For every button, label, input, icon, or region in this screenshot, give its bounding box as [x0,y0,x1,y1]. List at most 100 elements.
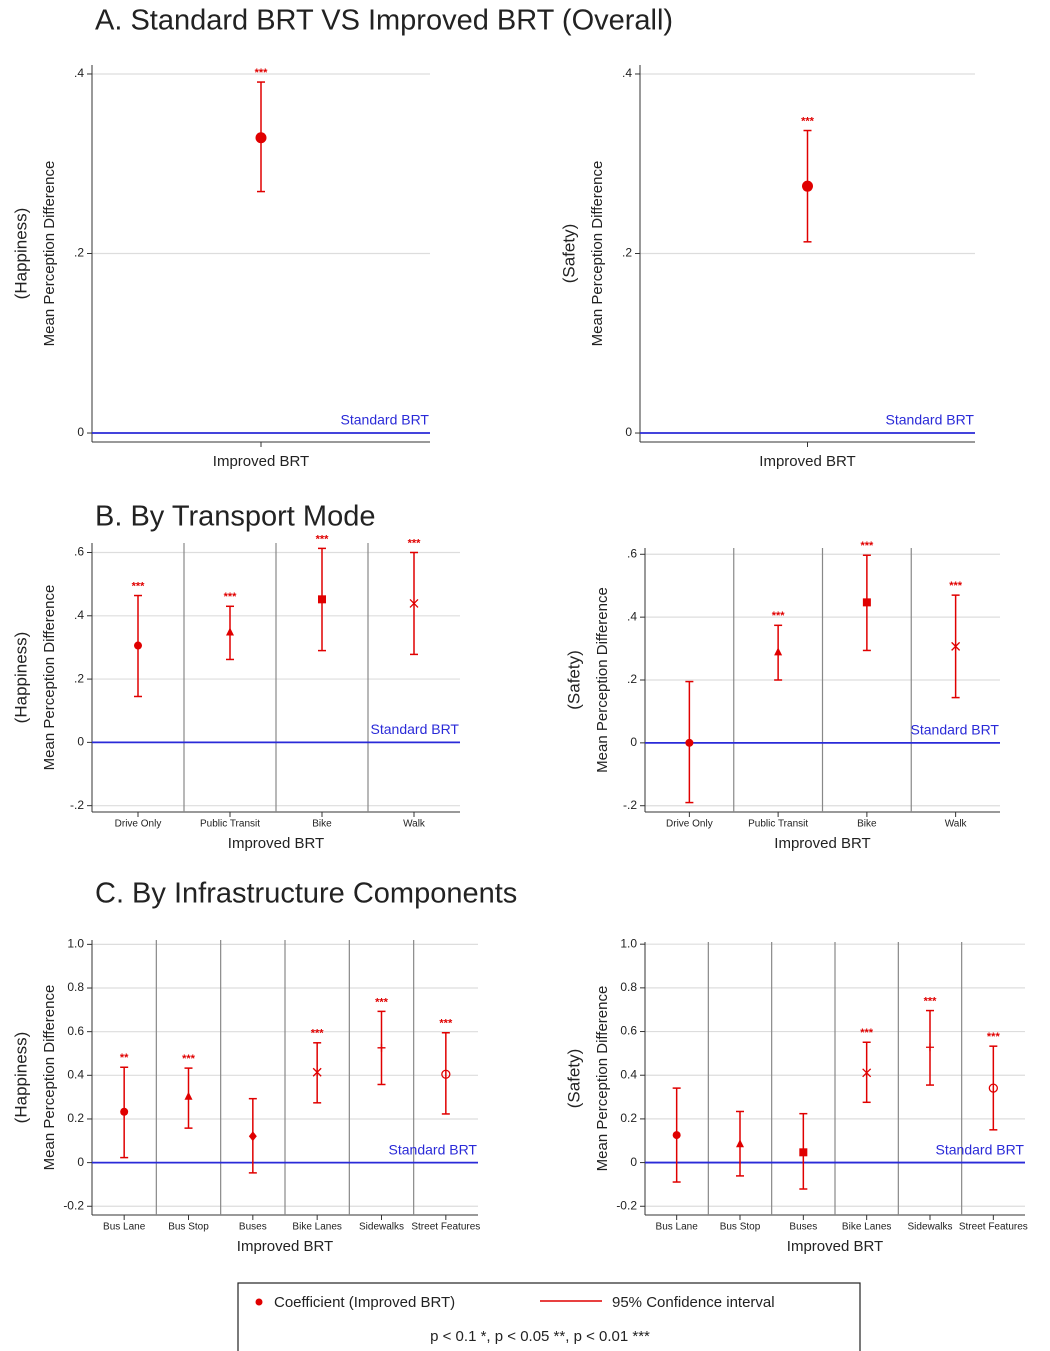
y-tick-label: 1.0 [67,937,84,951]
significance-label: *** [439,1018,453,1030]
y-tick-label: .4 [627,609,637,623]
point [685,738,694,747]
point [774,647,783,656]
significance-label: *** [311,1028,325,1040]
x-tick-label: Walk [945,819,968,830]
x-tick-label: Sidewalks [907,1222,952,1233]
section-title: A. Standard BRT VS Improved BRT (Overall… [95,5,673,37]
significance-label: ** [120,1052,129,1064]
y-axis-label: Mean Perception Difference [594,587,611,773]
y-tick-label: 0 [630,735,637,749]
x-tick-label: Bike [857,819,877,830]
x-axis-label: Improved BRT [774,835,870,852]
baseline-label: Standard BRT [371,721,460,737]
panel: B. By Transport Mode (Happiness) Mean Perc… [11,501,460,852]
baseline-label: Standard BRT [911,722,1000,738]
panel: C. By Infrastructure Components (Happines… [11,878,517,1255]
y-group-label: (Happiness) [11,1032,30,1124]
point [318,595,326,604]
point [802,180,813,192]
x-tick-label: Bus Stop [168,1222,209,1233]
x-tick-label: Street Features [959,1222,1028,1233]
y-tick-label: .4 [622,66,632,80]
x-tick-label: Public Transit [200,819,260,830]
y-group-label: (Safety) [559,224,578,284]
point [672,1131,681,1140]
point [799,1148,808,1157]
y-tick-label: 0 [77,735,84,749]
y-tick-label: 0.4 [67,1067,84,1081]
y-tick-label: .4 [74,66,84,80]
y-tick-label: 0.8 [620,980,637,994]
point [226,627,234,636]
point [312,1067,322,1077]
significance-label: *** [987,1031,1001,1043]
x-tick-label: Bike Lanes [842,1222,891,1233]
point [248,1131,257,1142]
y-group-label: (Happiness) [11,208,30,300]
y-axis-label: Mean Perception Difference [41,161,58,347]
y-group-label: (Happiness) [11,632,30,724]
point [377,1043,386,1052]
significance-label: *** [801,115,815,127]
y-axis-label: Mean Perception Difference [41,585,58,771]
significance-label: *** [316,533,330,545]
x-axis-label: Improved BRT [228,835,324,852]
y-tick-label: .6 [627,546,637,560]
y-tick-label: .2 [622,246,632,260]
baseline-label: Standard BRT [341,412,430,428]
point [255,132,267,144]
y-tick-label: -0.2 [63,1198,84,1212]
baseline-label: Standard BRT [936,1141,1025,1157]
point [184,1091,193,1100]
x-tick-label: Buses [789,1222,817,1233]
legend: Coefficient (Improved BRT) 95% Confidenc… [237,1282,861,1351]
y-tick-label: 0 [625,425,632,439]
x-tick-label: Public Transit [748,819,808,830]
x-axis-label: Improved BRT [787,1238,883,1255]
y-tick-label: 0 [77,425,84,439]
point [862,1068,872,1078]
y-group-label: (Safety) [564,1049,583,1109]
x-tick-label: Buses [239,1222,267,1233]
panel: (Safety) Mean Perception Difference -.2 0 .2… [564,540,1000,852]
x-tick-label: Drive Only [115,819,162,830]
x-tick-label: Drive Only [666,819,713,830]
y-axis-label: Mean Perception Difference [589,161,606,347]
section-title: C. By Infrastructure Components [95,878,517,910]
x-axis-label: Improved BRT [237,1238,333,1255]
x-tick-label: Bus Lane [103,1222,146,1233]
y-tick-label: .6 [74,545,84,559]
panel: A. Standard BRT VS Improved BRT (Overall… [11,5,673,470]
point [736,1139,744,1148]
point [120,1107,129,1116]
y-tick-label: 0.2 [620,1111,637,1125]
y-tick-label: 0.8 [67,980,84,994]
x-tick-label: Improved BRT [759,453,855,470]
y-tick-label: .2 [74,671,84,685]
y-tick-label: -.2 [70,798,84,812]
x-tick-label: Improved BRT [213,453,309,470]
significance-label: *** [924,995,938,1007]
y-tick-label: -.2 [623,798,637,812]
y-tick-label: -0.2 [616,1198,637,1212]
significance-label: *** [132,580,146,592]
panel: (Safety) Mean Perception Difference -0.2 0 0… [564,936,1027,1255]
y-tick-label: 0 [630,1155,637,1169]
significance-label: *** [772,610,786,622]
point [134,641,142,650]
y-tick-label: 1.0 [620,936,637,950]
x-tick-label: Bus Stop [720,1222,761,1233]
legend-box [237,1282,861,1351]
y-axis-label: Mean Perception Difference [594,986,611,1172]
point [441,1069,451,1079]
legend-marker [255,1298,263,1306]
legend-label: 95% Confidence interval [612,1294,775,1311]
y-tick-label: .2 [74,246,84,260]
x-tick-label: Sidewalks [359,1222,404,1233]
y-tick-label: 0.2 [67,1111,84,1125]
legend-label: Coefficient (Improved BRT) [274,1294,455,1311]
significance-label: *** [255,67,269,79]
y-axis-label: Mean Perception Difference [41,985,58,1171]
